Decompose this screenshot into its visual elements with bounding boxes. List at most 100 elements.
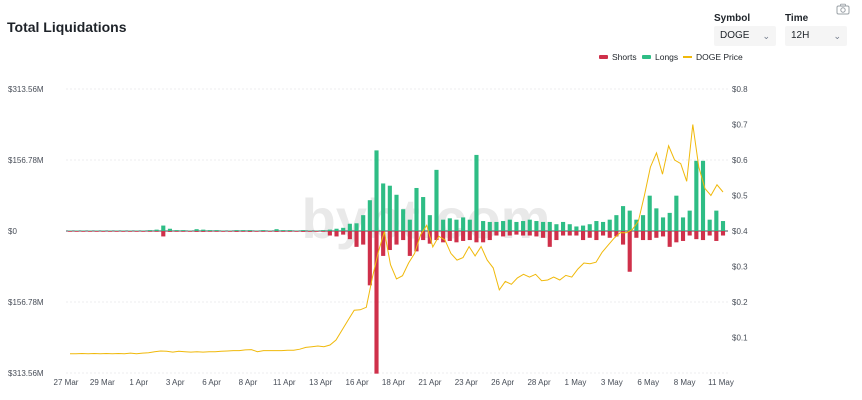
bar-longs [281, 230, 286, 231]
bar-longs [541, 221, 546, 231]
bar-shorts [634, 231, 639, 238]
bar-longs [387, 185, 392, 231]
bar-longs [314, 230, 319, 232]
bar-longs [487, 221, 492, 231]
bar-shorts [254, 231, 259, 232]
bar-longs [427, 215, 432, 231]
bar-longs [634, 219, 639, 231]
bar-shorts [534, 231, 539, 237]
bar-shorts [67, 231, 73, 232]
bar-shorts [354, 231, 359, 247]
bar-shorts [620, 231, 626, 245]
y2-axis-tick-label: $0.6 [732, 156, 748, 165]
symbol-select-value: DOGE [720, 30, 750, 41]
bar-longs [667, 212, 672, 231]
bar-shorts [154, 231, 159, 232]
bar-longs [361, 215, 366, 231]
bar-longs [167, 228, 173, 231]
x-axis-tick-label: 6 Apr [202, 378, 221, 387]
bar-shorts [261, 231, 266, 232]
bar-shorts [287, 231, 292, 232]
bar-longs [401, 209, 406, 231]
bar-longs [607, 219, 612, 231]
bar-shorts [114, 231, 119, 232]
bar-longs [581, 225, 586, 231]
bar-longs [381, 183, 386, 231]
bar-longs [127, 230, 133, 232]
chevron-down-icon: ⌄ [833, 31, 841, 41]
legend-item-longs[interactable]: Longs [642, 52, 678, 62]
y-axis-tick-label: $156.78M [8, 156, 44, 165]
bar-shorts [207, 231, 212, 232]
bar-longs [434, 169, 439, 231]
bar-longs [421, 197, 426, 231]
bar-longs [254, 230, 259, 232]
bar-shorts [407, 231, 412, 256]
bar-shorts [581, 231, 586, 241]
bar-shorts [660, 231, 666, 237]
bar-shorts [341, 231, 346, 235]
bar-shorts [521, 231, 526, 236]
x-axis-tick-label: 23 Apr [455, 378, 478, 387]
bar-shorts [474, 231, 479, 243]
bar-shorts [301, 231, 306, 232]
chevron-down-icon: ⌄ [762, 31, 770, 41]
bar-longs [640, 215, 646, 231]
bar-longs [367, 200, 372, 231]
bar-shorts [181, 231, 186, 232]
bar-longs [501, 221, 506, 231]
time-label: Time [785, 13, 809, 24]
symbol-select[interactable]: DOGE ⌄ [714, 26, 776, 46]
bar-longs [141, 230, 146, 232]
bar-shorts [434, 231, 439, 241]
bar-shorts [447, 231, 452, 241]
bar-longs [674, 195, 679, 231]
bar-shorts [161, 231, 166, 237]
bar-shorts [227, 231, 232, 232]
x-axis-tick-label: 18 Apr [382, 378, 405, 387]
x-axis-tick-label: 13 Apr [309, 378, 332, 387]
bar-longs [354, 223, 359, 231]
bar-longs [121, 230, 126, 232]
bar-shorts [321, 231, 326, 232]
bar-shorts [274, 231, 279, 232]
camera-icon[interactable] [836, 3, 850, 15]
bar-longs [680, 217, 686, 231]
bar-shorts [401, 231, 406, 241]
bar-longs [700, 160, 706, 231]
bar-shorts [667, 231, 672, 247]
bar-longs [161, 225, 166, 231]
bar-shorts [680, 231, 686, 241]
legend-label-doge-price: DOGE Price [696, 52, 743, 62]
time-select[interactable]: 12H ⌄ [785, 26, 847, 46]
bar-longs [407, 219, 412, 231]
legend-label-longs: Longs [655, 52, 679, 62]
bar-shorts [454, 231, 459, 243]
x-axis-tick-label: 11 May [708, 378, 734, 387]
bar-shorts [367, 231, 372, 286]
bar-longs [534, 221, 539, 231]
bar-shorts [687, 231, 692, 236]
bar-shorts [241, 231, 246, 232]
bar-longs [574, 226, 579, 231]
legend-item-doge-price[interactable]: DOGE Price [683, 52, 743, 62]
bar-shorts [234, 231, 239, 232]
legend-label-shorts: Shorts [612, 52, 637, 62]
bar-longs [227, 230, 232, 232]
bar-shorts [214, 231, 219, 232]
watermark-text: bybt.com [302, 187, 551, 250]
bar-shorts [707, 231, 712, 236]
bar-longs [341, 227, 346, 231]
bar-longs [687, 210, 692, 231]
bar-longs [507, 219, 512, 231]
bar-shorts [567, 231, 572, 236]
bar-shorts [94, 231, 99, 232]
bar-longs [287, 230, 292, 231]
x-axis-tick-label: 27 Mar [54, 378, 79, 387]
legend-item-shorts[interactable]: Shorts [599, 52, 637, 62]
bar-longs [514, 221, 519, 231]
bar-shorts [654, 231, 659, 238]
x-axis-tick-label: 8 Apr [239, 378, 258, 387]
bar-shorts [554, 231, 559, 241]
bar-longs [181, 230, 186, 231]
